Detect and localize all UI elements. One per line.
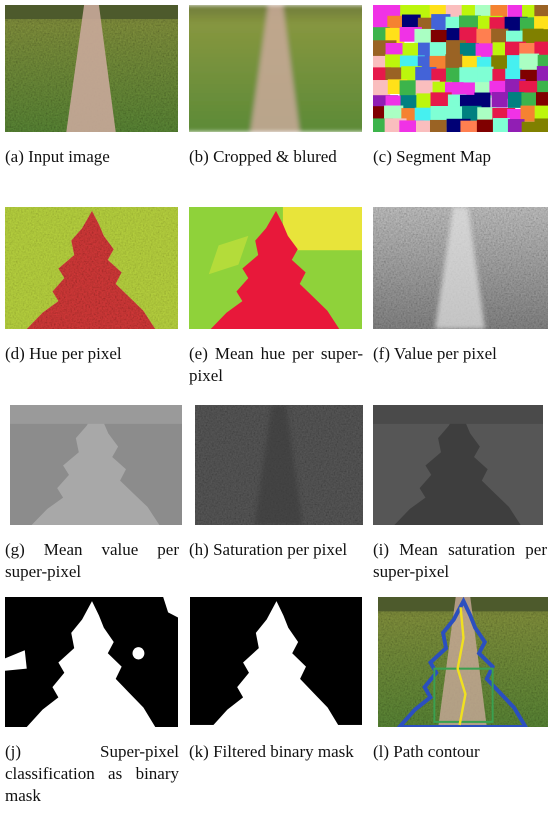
- caption: (l) Path contour: [373, 741, 547, 763]
- panel-image: [373, 5, 548, 132]
- panel-image: [190, 597, 362, 727]
- caption: (g) Mean value per super-pixel: [5, 539, 179, 583]
- caption: (i) Mean saturation per super-pixel: [373, 539, 547, 583]
- caption: (e) Mean hue per super-pixel: [189, 343, 363, 387]
- caption: (a) Input image: [5, 146, 179, 168]
- panel-image: [5, 597, 178, 727]
- caption: (k) Filtered binary mask: [189, 741, 363, 763]
- panel-image: [373, 405, 543, 525]
- caption: (j) Super-pixel classification as binary…: [5, 741, 179, 807]
- caption: (h) Saturation per pixel: [189, 539, 363, 561]
- panel-image: [189, 207, 362, 329]
- panel-image: [5, 207, 178, 329]
- caption: (d) Hue per pixel: [5, 343, 179, 365]
- caption: (b) Cropped & blured: [189, 146, 363, 168]
- panel-image: [189, 5, 362, 132]
- caption: (c) Segment Map: [373, 146, 547, 168]
- panel-image: [378, 597, 548, 727]
- panel-image: [5, 5, 178, 132]
- caption: (f) Value per pixel: [373, 343, 547, 365]
- panel-image: [195, 405, 363, 525]
- panel-image: [10, 405, 182, 525]
- figure: (a) Input image (b) Cropped & blured (c) S…: [0, 0, 548, 814]
- panel-image: [373, 207, 548, 329]
